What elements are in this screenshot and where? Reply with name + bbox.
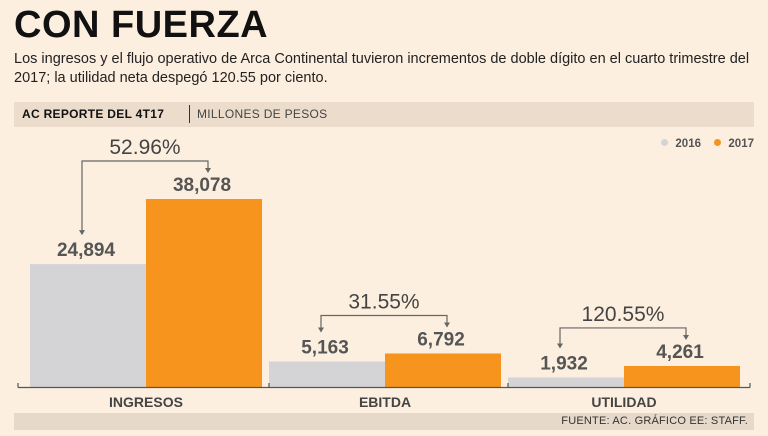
bracket-arrow-right-utilidad [683, 334, 689, 340]
change-bracket-ebitda [320, 314, 448, 332]
source-note: FUENTE: AC. GRÁFICO EE: STAFF. [561, 415, 748, 427]
legend: 2016 2017 [651, 138, 754, 150]
bracket-arrow-right-ebitda [444, 322, 450, 328]
bar-2017-ingresos [146, 199, 262, 387]
bar-2016-utilidad [508, 377, 624, 387]
bracket-arrow-left-ebitda [318, 327, 324, 333]
report-label: AC REPORTE DEL 4T17 [22, 107, 165, 121]
report-header-bar: AC REPORTE DEL 4T17 MILLONES DE PESOS [14, 102, 754, 127]
unit-label: MILLONES DE PESOS [197, 107, 328, 121]
value-label-2016-utilidad: 1,932 [540, 353, 588, 374]
bar-2016-ingresos [30, 264, 146, 387]
legend-swatch-2016 [661, 139, 669, 146]
change-label-utilidad: 120.55% [582, 303, 665, 326]
chart-title: CON FUERZA [14, 4, 269, 46]
chart-subtitle: Los ingresos y el flujo operativo de Arc… [14, 51, 750, 86]
bar-2016-ebitda [269, 361, 385, 387]
category-label-ebitda: EBITDA [359, 394, 411, 410]
value-label-2016-ebitda: 5,163 [301, 338, 349, 359]
legend-label-2016: 2016 [675, 138, 701, 150]
legend-item-2016: 2016 [661, 138, 701, 150]
bracket-arrow-right-ingresos [205, 168, 211, 173]
legend-label-2017: 2017 [728, 138, 754, 150]
bar-2017-ebitda [385, 353, 501, 387]
bracket-arrow-left-ingresos [79, 230, 85, 236]
value-label-2017-ingresos: 38,078 [173, 175, 231, 196]
change-bracket-ingresos [81, 160, 209, 235]
bar-2017-utilidad [624, 365, 740, 387]
category-label-utilidad: UTILIDAD [591, 394, 656, 410]
value-label-2017-utilidad: 4,261 [656, 342, 704, 363]
footer-bar: FUENTE: AC. GRÁFICO EE: STAFF. [14, 413, 754, 430]
change-bracket-utilidad [559, 327, 687, 348]
legend-item-2017: 2017 [714, 138, 754, 150]
category-label-ingresos: INGRESOS [109, 394, 183, 410]
change-label-ebitda: 31.55% [348, 290, 419, 313]
value-label-2017-ebitda: 6,792 [417, 329, 465, 350]
value-label-2016-ingresos: 24,894 [57, 240, 116, 261]
bracket-arrow-left-utilidad [557, 343, 563, 349]
header-divider [189, 105, 190, 123]
legend-swatch-2017 [714, 139, 722, 146]
change-label-ingresos: 52.96% [109, 136, 180, 159]
